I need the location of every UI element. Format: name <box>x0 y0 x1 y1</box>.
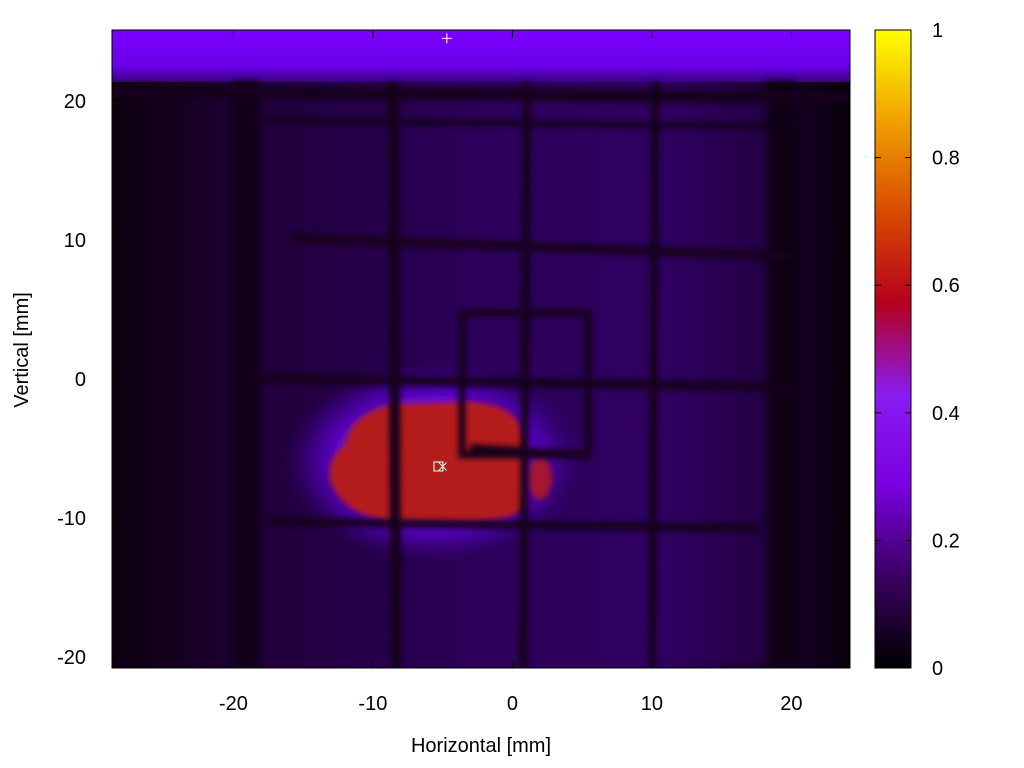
colorbar <box>874 29 912 669</box>
colorbar-tick-label: 0 <box>932 658 943 680</box>
beam-spot-tail <box>528 456 552 500</box>
y-tick-label: 0 <box>75 369 86 391</box>
colorbar-tick-label: 0.2 <box>932 530 960 552</box>
plus-marker <box>441 33 452 44</box>
x-axis-title: Horizontal [mm] <box>411 735 551 757</box>
x-tick-label: 10 <box>641 693 663 715</box>
colorbar-ticks: 0 0.2 0.4 0.6 0.8 1 <box>875 20 960 680</box>
y-tick-label: 20 <box>64 91 86 113</box>
colorbar-tick-label: 1 <box>932 20 943 42</box>
y-axis-ticks: -20 -10 0 10 20 <box>57 91 850 669</box>
y-tick-label: 10 <box>64 230 86 252</box>
y-tick-label: -20 <box>57 647 86 669</box>
x-tick-label: -10 <box>358 693 387 715</box>
x-axis-ticks: -20 -10 0 10 20 <box>219 30 803 715</box>
top-bright-band <box>112 30 850 82</box>
plot-markers <box>433 33 452 472</box>
x-tick-label: 0 <box>507 693 518 715</box>
heatmap-image <box>112 30 850 668</box>
x-tick-label: 20 <box>780 693 802 715</box>
y-tick-label: -10 <box>57 508 86 530</box>
grid-shadows <box>112 81 850 668</box>
y-axis-title: Vertical [mm] <box>11 292 33 408</box>
colorbar-tick-label: 0.8 <box>932 148 960 170</box>
colorbar-tick-label: 0.4 <box>932 403 960 425</box>
cross-marker <box>438 462 447 471</box>
plot-frame <box>111 29 851 669</box>
x-tick-label: -20 <box>219 693 248 715</box>
right-dark-strip <box>766 80 796 668</box>
beam-spot-core <box>329 402 525 522</box>
colorbar-tick-label: 0.6 <box>932 275 960 297</box>
